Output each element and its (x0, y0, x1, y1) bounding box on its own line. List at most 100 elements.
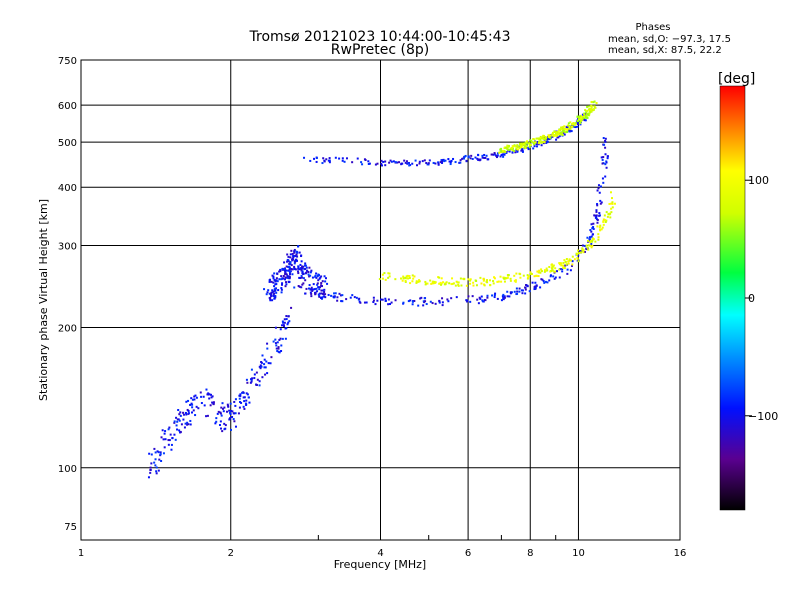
data-point (546, 136, 549, 139)
data-point (293, 251, 296, 254)
data-point (288, 320, 291, 323)
data-point (184, 411, 187, 414)
data-point (293, 248, 296, 251)
data-point (402, 301, 405, 304)
data-point (273, 272, 276, 275)
data-point (404, 161, 407, 164)
grid-lines (81, 60, 680, 540)
data-point (597, 187, 600, 190)
data-point (553, 277, 556, 280)
data-point (411, 303, 414, 306)
data-point (535, 284, 538, 287)
data-point (279, 328, 282, 331)
data-point (530, 140, 533, 143)
data-point (589, 241, 592, 244)
data-point (567, 122, 570, 125)
data-point (518, 290, 521, 293)
data-point (520, 289, 523, 292)
data-point (472, 284, 475, 287)
data-point (599, 229, 602, 232)
x-tick-label: 4 (377, 548, 383, 559)
data-point (298, 276, 301, 279)
data-point (576, 123, 579, 126)
data-point (250, 368, 253, 371)
data-point (447, 158, 450, 161)
data-point (490, 153, 493, 156)
data-point (587, 248, 590, 251)
data-point (285, 283, 288, 286)
data-point (414, 159, 417, 162)
data-point (536, 141, 539, 144)
data-point (548, 265, 551, 268)
data-point (577, 260, 580, 263)
data-point (274, 338, 277, 341)
data-point (500, 147, 503, 150)
data-point (268, 279, 271, 282)
data-point (287, 315, 290, 318)
data-point (233, 400, 236, 403)
data-point (504, 277, 507, 280)
data-point (605, 166, 608, 169)
data-point (476, 298, 479, 301)
data-point (519, 276, 522, 279)
data-point (404, 276, 407, 279)
data-point (529, 144, 532, 147)
data-point (341, 300, 344, 303)
data-point (285, 327, 288, 330)
data-point (294, 254, 297, 257)
data-point (220, 414, 223, 417)
data-point (525, 143, 528, 146)
data-point (597, 238, 600, 241)
data-point (402, 275, 405, 278)
data-point (328, 161, 331, 164)
data-point (304, 292, 307, 295)
data-point (384, 299, 387, 302)
data-point (433, 280, 436, 283)
data-point (593, 106, 596, 109)
data-point (163, 446, 166, 449)
data-point (268, 280, 271, 283)
data-point (524, 288, 527, 291)
data-point (498, 151, 501, 154)
y-tick-label: 750 (58, 56, 77, 67)
data-point (515, 145, 518, 148)
data-point (469, 157, 472, 160)
data-point (494, 292, 497, 295)
data-point (560, 133, 563, 136)
data-point (258, 384, 261, 387)
data-point (595, 210, 598, 213)
data-point (374, 303, 377, 306)
data-point (586, 236, 589, 239)
data-point (584, 119, 587, 122)
data-point (439, 281, 442, 284)
data-point (296, 259, 299, 262)
data-point (255, 371, 258, 374)
data-point (259, 367, 262, 370)
data-point (285, 265, 288, 268)
data-point (418, 160, 421, 163)
data-point (341, 294, 344, 297)
data-point (568, 259, 571, 262)
data-point (444, 159, 447, 162)
data-point (290, 306, 293, 309)
data-point (272, 275, 275, 278)
data-point (205, 415, 208, 418)
data-point (541, 278, 544, 281)
data-point (492, 282, 495, 285)
data-point (581, 247, 584, 250)
data-point (431, 302, 434, 305)
data-point (579, 123, 582, 126)
data-point (300, 286, 303, 289)
data-point (586, 109, 589, 112)
data-point (293, 250, 296, 253)
data-point (178, 429, 181, 432)
data-point (485, 154, 488, 157)
data-point (336, 296, 339, 299)
data-point (580, 119, 583, 122)
data-point (533, 143, 536, 146)
data-point (417, 304, 420, 307)
data-point (318, 288, 321, 291)
data-point (239, 393, 242, 396)
data-point (569, 269, 572, 272)
data-point (596, 221, 599, 224)
